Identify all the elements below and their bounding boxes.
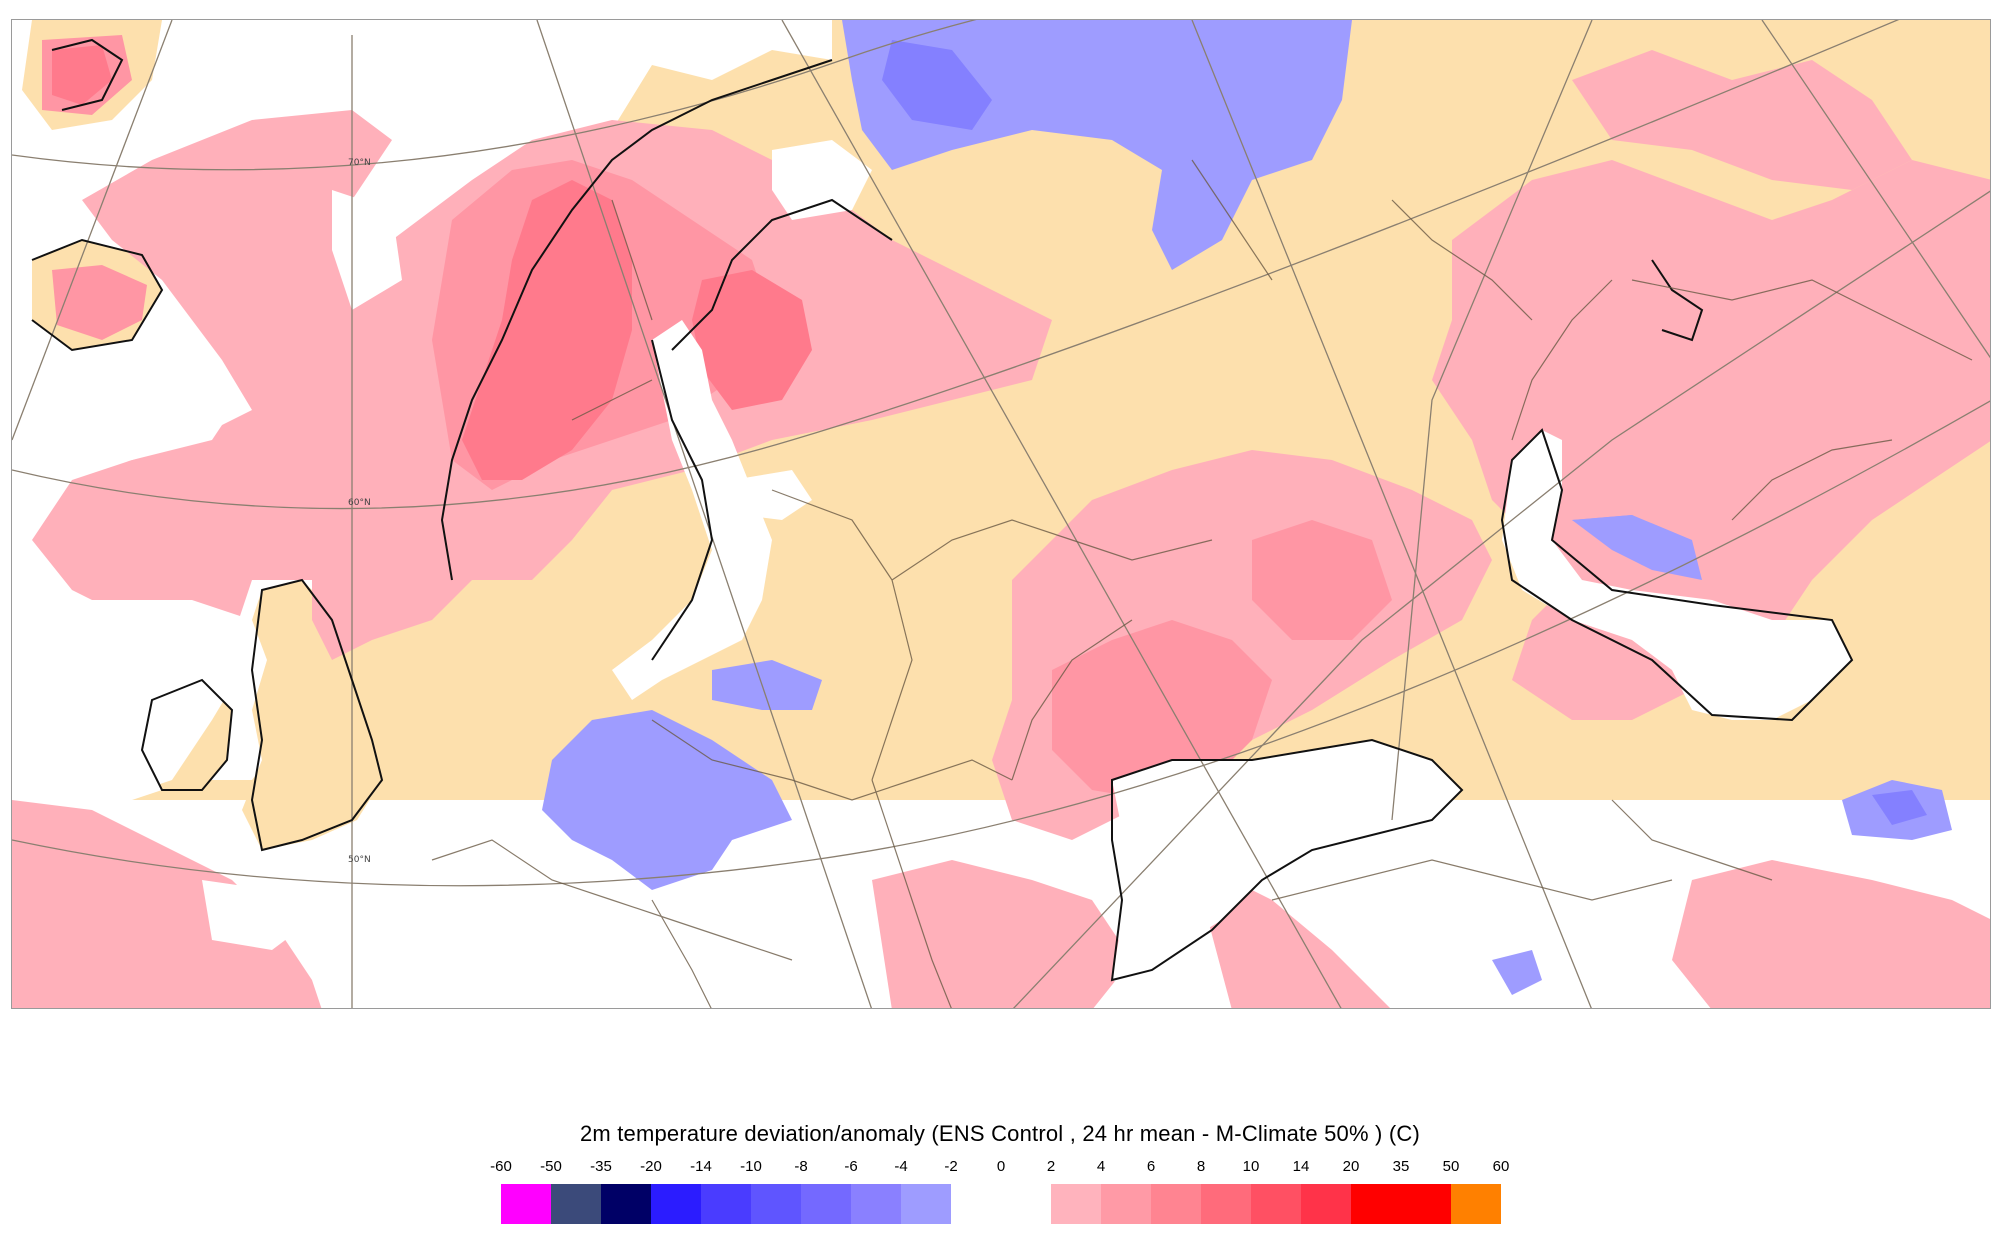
legend-tick-label: -35 — [590, 1158, 612, 1175]
legend-tick-label: 0 — [996, 1158, 1006, 1175]
legend-tick-label: 10 — [1242, 1158, 1260, 1175]
legend-swatch — [1051, 1184, 1101, 1224]
legend-swatch — [1001, 1184, 1051, 1224]
legend-swatch — [801, 1184, 851, 1224]
legend-swatch — [1351, 1184, 1401, 1224]
legend-tick-label: -2 — [944, 1158, 958, 1175]
legend-swatch — [501, 1184, 551, 1224]
legend-tick-label: 4 — [1096, 1158, 1106, 1175]
legend-swatch — [1451, 1184, 1501, 1224]
legend-swatch — [951, 1184, 1001, 1224]
legend-tick-label: 14 — [1292, 1158, 1310, 1175]
legend-tick-label: 60 — [1492, 1158, 1510, 1175]
lat-label-50: 50°N — [348, 855, 371, 865]
legend-swatch — [551, 1184, 601, 1224]
legend-swatch — [701, 1184, 751, 1224]
anomaly-map: 70°N 60°N 50°N — [11, 19, 1991, 1009]
coastlines — [31, 38, 1854, 982]
legend-tick-label: 6 — [1146, 1158, 1156, 1175]
legend-tick-label: -10 — [740, 1158, 762, 1175]
legend-swatch — [851, 1184, 901, 1224]
legend-tick-label: -4 — [894, 1158, 908, 1175]
map-canvas: 70°N 60°N 50°N — [12, 20, 1990, 1008]
legend-tick-labels: -60 -50 -35 -20 -14 -10 -8 -6 -4 -2 0 2 4 6 8 10 14 20 35 5… — [0, 1158, 2000, 1178]
legend-swatch — [1201, 1184, 1251, 1224]
legend-tick-label: -60 — [490, 1158, 512, 1175]
legend-tick-label: -14 — [690, 1158, 712, 1175]
legend-swatch — [751, 1184, 801, 1224]
lat-label-70: 70°N — [348, 158, 371, 168]
legend-tick-label: 50 — [1442, 1158, 1460, 1175]
legend-swatch — [1101, 1184, 1151, 1224]
legend-swatch — [901, 1184, 951, 1224]
lat-label-60: 60°N — [348, 498, 371, 508]
legend-color-bar — [0, 1184, 2000, 1224]
legend-swatch — [1251, 1184, 1301, 1224]
legend-tick-label: -6 — [844, 1158, 858, 1175]
graticule — [12, 20, 1990, 1008]
legend-tick-label: 2 — [1046, 1158, 1056, 1175]
legend-tick-label: 8 — [1196, 1158, 1206, 1175]
legend-tick-label: 35 — [1392, 1158, 1410, 1175]
seas — [12, 140, 1852, 990]
country-borders — [431, 159, 1973, 1008]
legend-swatch — [1401, 1184, 1451, 1224]
legend-tick-label: -8 — [794, 1158, 808, 1175]
legend-swatch — [601, 1184, 651, 1224]
legend-swatch — [651, 1184, 701, 1224]
legend-tick-label: -20 — [640, 1158, 662, 1175]
legend-swatch — [1301, 1184, 1351, 1224]
legend-swatch — [1151, 1184, 1201, 1224]
legend-tick-label: -50 — [540, 1158, 562, 1175]
warm-anomaly-6-8 — [52, 45, 812, 480]
legend-tick-label: 20 — [1342, 1158, 1360, 1175]
warm-anomaly-2-4 — [12, 50, 1990, 1008]
legend-title: 2m temperature deviation/anomaly (ENS Co… — [579, 1121, 1421, 1146]
